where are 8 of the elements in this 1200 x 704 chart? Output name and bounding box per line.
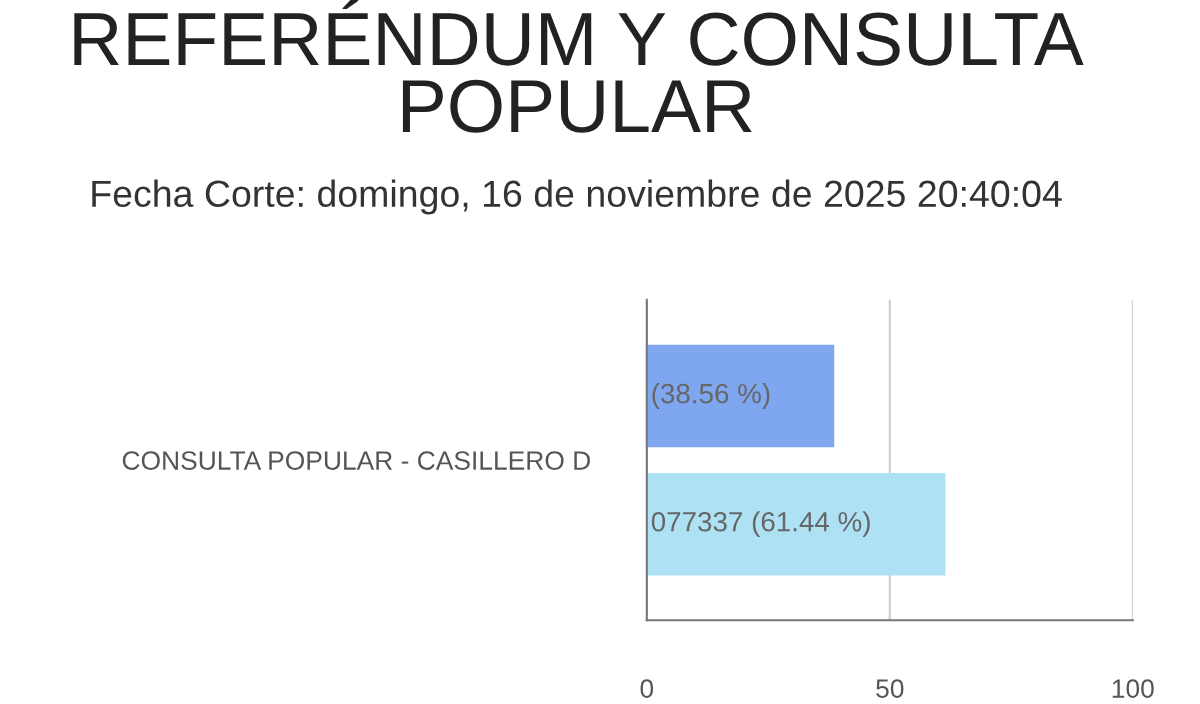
data-label: (38.56 %) bbox=[652, 383, 770, 409]
chart-title: REFERÉNDUM Y CONSULTA POPULAR bbox=[74, 0, 1084, 133]
data-label: 077337 (61.44 %) bbox=[651, 511, 870, 538]
y-tick-label: CONSULTA POPULAR - CASILLERO D bbox=[122, 451, 590, 470]
x-tick-label: 0 bbox=[640, 679, 654, 698]
x-tick-label: 50 bbox=[876, 679, 904, 698]
x-tick-label: 100 bbox=[1112, 679, 1154, 698]
chart-subtitle: Fecha Corte: domingo, 16 de noviembre de 2025 20:40:04 bbox=[92, 179, 1062, 215]
